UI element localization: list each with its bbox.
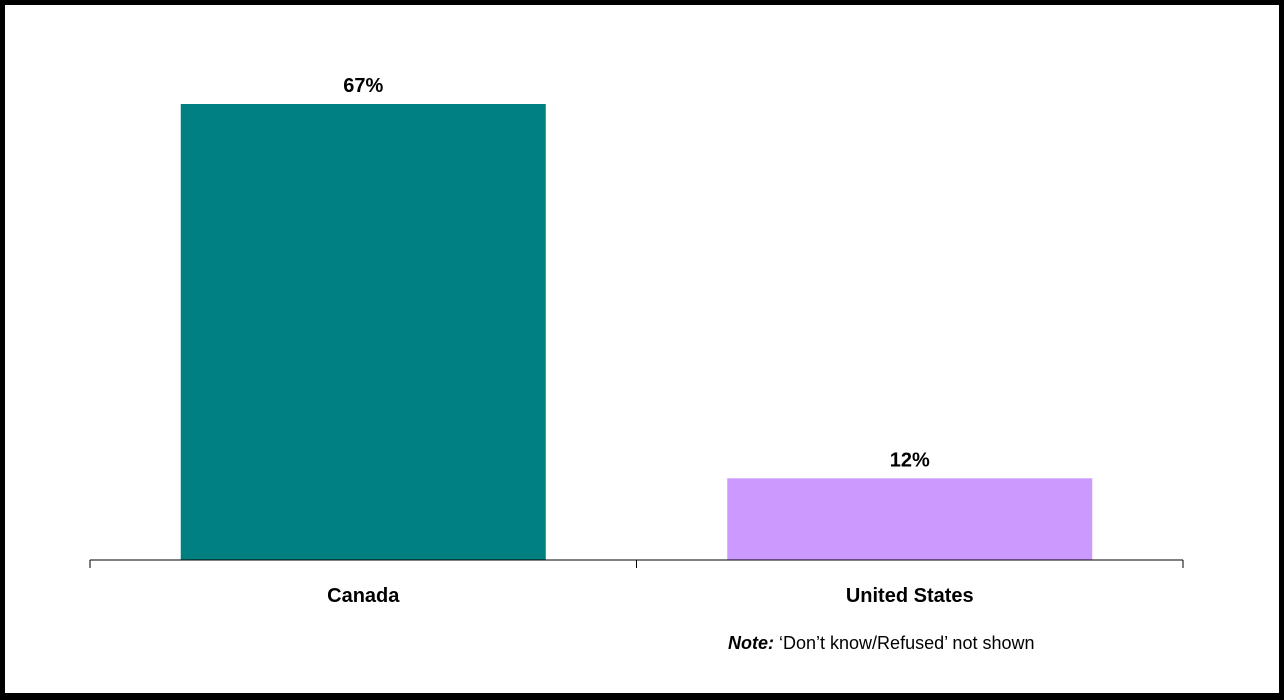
- data-label: 67%: [343, 75, 383, 97]
- footnote-label: Note:: [728, 633, 774, 653]
- bars-group: [180, 104, 1093, 560]
- x-axis: [89, 559, 1184, 568]
- bar-canada: [180, 104, 546, 560]
- x-tick-label: Canada: [327, 585, 400, 607]
- bar-united-states: [727, 478, 1093, 560]
- x-tick-label: United States: [846, 585, 974, 607]
- data-label: 12%: [890, 449, 930, 471]
- labels-group: 67% Canada 12% United States: [327, 75, 974, 607]
- footnote-text: ‘Don’t know/Refused’ not shown: [779, 633, 1035, 653]
- footnote: Note: ‘Don’t know/Refused’ not shown: [728, 633, 1035, 654]
